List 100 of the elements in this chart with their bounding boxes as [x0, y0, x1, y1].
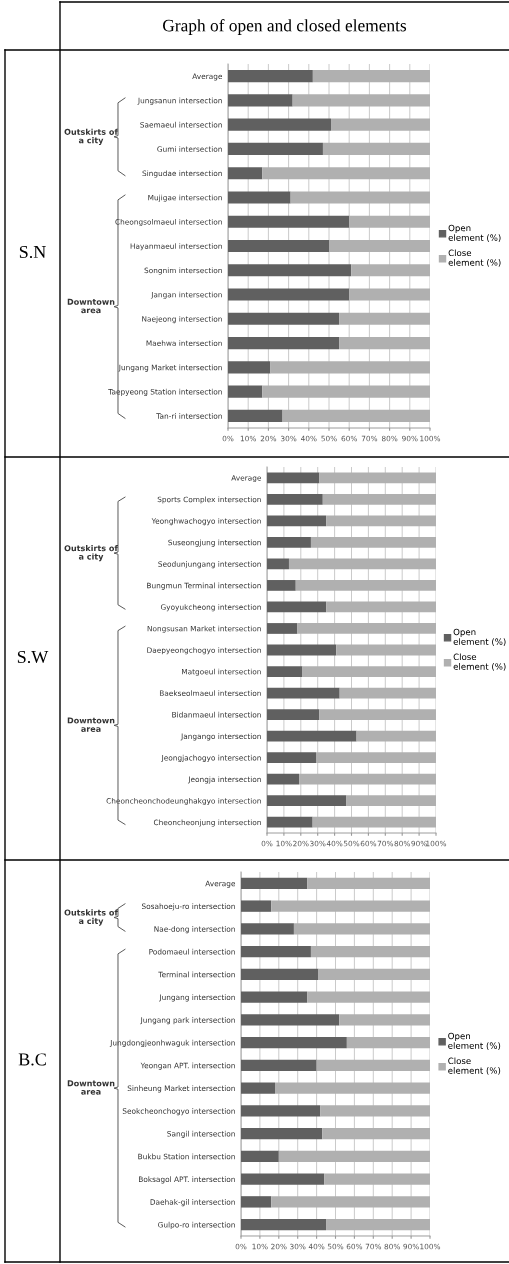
legend-label: Open element (%): [448, 224, 501, 242]
bar: [267, 730, 357, 742]
bar: [228, 361, 271, 374]
bar: [241, 1150, 279, 1163]
bar: [310, 536, 436, 548]
bar: [290, 191, 430, 204]
bar: [339, 312, 430, 325]
bar: [241, 1127, 323, 1140]
bar: [267, 558, 289, 570]
bar: [241, 1014, 340, 1026]
bar: [312, 816, 436, 828]
bar: [228, 409, 283, 422]
bar: [339, 687, 436, 699]
text: Outskirts of a city: [64, 128, 118, 145]
bar: [267, 493, 323, 505]
legend-label: Close element (%): [448, 249, 501, 267]
bar: [349, 288, 430, 301]
bar: [336, 644, 436, 656]
bar: [241, 1173, 325, 1185]
bar: [319, 709, 436, 720]
bar: [241, 1082, 276, 1094]
bar: [267, 773, 300, 785]
bar: [307, 991, 430, 1003]
bar: [267, 666, 303, 677]
bar: [241, 945, 311, 958]
bar: [267, 687, 340, 699]
bar: [262, 167, 430, 180]
bar: [228, 288, 350, 301]
bar: [346, 1036, 430, 1049]
bar: [339, 337, 430, 350]
bar: [241, 991, 308, 1003]
bar: [228, 239, 329, 253]
bar: [322, 142, 430, 155]
bar: [267, 580, 296, 591]
bar: [241, 1059, 317, 1072]
bar: [320, 1105, 430, 1117]
bar: [324, 1173, 430, 1185]
bar: [297, 623, 436, 634]
bar: [267, 644, 337, 656]
bar: [326, 601, 436, 613]
text: Outskirts of a city: [64, 909, 118, 926]
bar: [349, 215, 430, 228]
bar: [228, 264, 352, 277]
bar: [316, 1059, 430, 1072]
bar: [271, 900, 430, 912]
bar: [241, 923, 294, 935]
bar: [228, 142, 323, 155]
bar: [293, 923, 430, 935]
bar: [267, 536, 311, 548]
bar: [228, 385, 263, 398]
bar: [302, 666, 436, 677]
bar: [241, 900, 272, 912]
bar: [316, 752, 436, 764]
bar: [295, 580, 436, 591]
bar: [322, 1127, 430, 1140]
bar: [228, 215, 350, 228]
bar: [282, 409, 430, 422]
bar: [331, 118, 430, 131]
bar: [241, 1196, 272, 1208]
bar: [228, 94, 293, 107]
bar: [288, 558, 436, 570]
bar: [267, 795, 347, 807]
bar: [228, 70, 313, 83]
text: Downtown area: [67, 1080, 115, 1095]
bar: [278, 1150, 430, 1163]
bar: [356, 730, 436, 742]
bar: [307, 877, 430, 890]
bar: [228, 312, 340, 325]
bar: [267, 515, 327, 527]
text: Downtown area: [67, 298, 115, 314]
bar: [299, 773, 436, 785]
bar: [241, 1105, 321, 1117]
bar: [241, 968, 319, 981]
bar: [228, 167, 263, 180]
bar: [241, 877, 308, 890]
y-axis-title: S.W: [17, 650, 49, 664]
bar: [310, 945, 430, 958]
bar: [262, 385, 430, 398]
legend-label: Close element (%): [453, 653, 506, 671]
bar: [326, 515, 436, 527]
chart-title: Graph of open and closed elements: [163, 19, 407, 35]
bar: [322, 493, 436, 505]
bar: [228, 337, 340, 350]
bar: [267, 472, 320, 484]
bar: [351, 264, 430, 277]
bar: [267, 623, 298, 634]
bar: [267, 752, 317, 764]
bar: [319, 472, 436, 484]
bar: [292, 94, 430, 107]
bar: [275, 1082, 430, 1094]
text: Downtown area: [67, 717, 115, 732]
bar: [329, 239, 430, 253]
legend-label: Close element (%): [448, 1057, 501, 1075]
y-axis-title: B.C: [18, 1053, 46, 1066]
bar: [267, 709, 320, 720]
legend-label: Open element (%): [448, 1032, 501, 1050]
bar: [318, 968, 430, 981]
bar: [339, 1014, 430, 1026]
bar: [267, 601, 327, 613]
bar: [241, 1218, 327, 1231]
